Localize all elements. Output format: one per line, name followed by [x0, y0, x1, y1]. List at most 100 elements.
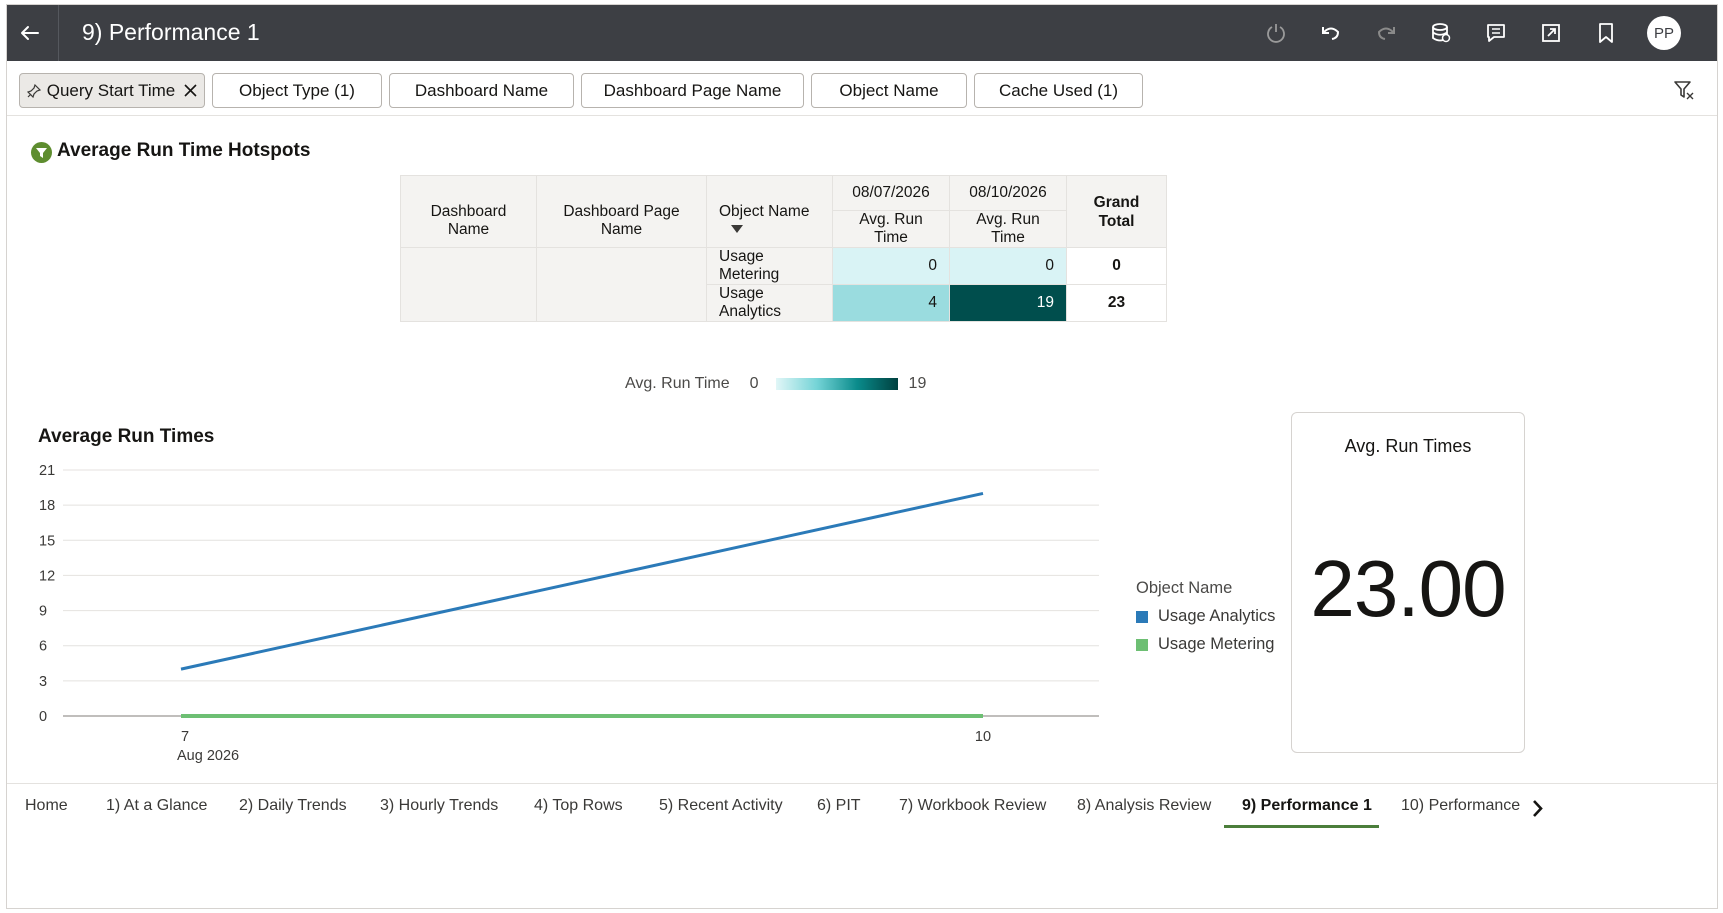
x-tick-label: 10 — [975, 729, 991, 745]
header-divider — [58, 5, 59, 61]
undo-icon — [1322, 27, 1340, 40]
hotspots-title: Average Run Time Hotspots — [57, 140, 311, 161]
bookmark-icon — [1599, 23, 1613, 43]
heat-legend-min: 0 — [749, 375, 759, 392]
col-header-object-name[interactable]: Object Name — [706, 175, 833, 248]
filter-cache-used[interactable]: Cache Used (1) — [974, 73, 1143, 108]
y-tick-label: 18 — [39, 498, 55, 514]
legend-title: Object Name — [1136, 579, 1233, 597]
export-button[interactable] — [1533, 15, 1569, 51]
filter-settings-button[interactable] — [1669, 75, 1699, 105]
tab-pit[interactable]: 6) PIT — [817, 797, 861, 814]
table-row: Usage Metering 0 0 0 — [400, 247, 1167, 322]
tab-top-rows[interactable]: 4) Top Rows — [534, 797, 623, 814]
row-dashboard-name-cell — [400, 247, 537, 322]
tab-recent-activity[interactable]: 5) Recent Activity — [659, 797, 783, 814]
table-row: Usage Analytics 4 19 23 — [401, 284, 1167, 322]
x-tick-label: 7 — [181, 729, 189, 745]
power-icon — [1267, 24, 1285, 43]
heat-cell[interactable]: 4 — [832, 284, 950, 322]
redo-icon — [1377, 27, 1395, 40]
col-header-date: 08/07/2026 — [832, 175, 950, 211]
heat-gradient-bar — [775, 378, 898, 390]
comment-icon — [1487, 24, 1505, 42]
filter-query-start-time[interactable]: Query Start Time — [19, 73, 205, 108]
chart-legend: Object Name Usage Analytics Usage Meteri… — [1136, 579, 1275, 654]
filter-applied-icon[interactable] — [31, 142, 52, 163]
tab-analysis-review[interactable]: 8) Analysis Review — [1077, 797, 1212, 814]
heat-legend-max: 19 — [908, 375, 927, 392]
chevron-right-icon — [1532, 799, 1543, 817]
legend-label: Usage Analytics — [1158, 607, 1276, 625]
grand-total-cell: 23 — [1066, 284, 1167, 322]
arrow-left-icon — [21, 26, 39, 40]
tab-at-a-glance[interactable]: 1) At a Glance — [106, 797, 208, 814]
heat-cell[interactable]: 0 — [832, 247, 950, 285]
y-tick-label: 3 — [39, 674, 47, 690]
page-title: 9) Performance 1 — [82, 19, 260, 45]
tab-workbook-review[interactable]: 7) Workbook Review — [899, 797, 1047, 814]
row-object-name: Usage Metering — [706, 247, 833, 285]
refresh-button[interactable] — [1258, 15, 1294, 51]
avatar[interactable]: PP — [1647, 16, 1681, 50]
filter-object-name[interactable]: Object Name — [811, 73, 967, 108]
col-header-label: Object Name — [719, 203, 810, 220]
legend-swatch — [1136, 638, 1148, 651]
y-tick-label: 21 — [39, 463, 55, 479]
col-header-dashboard-page-name[interactable]: Dashboard Page Name — [536, 175, 707, 248]
col-header-measure: Avg. Run Time — [832, 210, 950, 248]
filter-dashboard-name[interactable]: Dashboard Name — [389, 73, 574, 108]
database-icon — [1432, 23, 1451, 43]
col-header-date: 08/10/2026 — [949, 175, 1067, 211]
legend-item-usage-analytics[interactable]: Usage Analytics — [1136, 607, 1275, 626]
heat-color-legend: Avg. Run Time 0 19 — [625, 375, 926, 393]
y-tick-label: 12 — [39, 568, 55, 584]
kpi-label: Avg. Run Times — [1344, 436, 1472, 456]
col-header-measure: Avg. Run Time — [949, 210, 1067, 248]
tabs-next-button[interactable] — [1527, 796, 1547, 820]
header-bar: 9) Performance 1 PP — [7, 5, 1717, 61]
tab-hourly-trends[interactable]: 3) Hourly Trends — [380, 797, 499, 814]
filter-dashboard-page-name[interactable]: Dashboard Page Name — [581, 73, 804, 108]
bookmark-button[interactable] — [1588, 15, 1624, 51]
filter-label: Query Start Time — [46, 80, 176, 100]
tab-daily-trends[interactable]: 2) Daily Trends — [239, 797, 347, 814]
series-line-usage-analytics[interactable] — [180, 491, 984, 671]
back-button[interactable] — [7, 5, 53, 61]
y-tick-label: 0 — [39, 709, 47, 725]
row-dashboard-page-cell — [536, 247, 707, 322]
page-tabs: Home 1) At a Glance 2) Daily Trends 3) H… — [7, 783, 1717, 828]
tab-performance-1[interactable]: 9) Performance 1 — [1242, 797, 1372, 814]
close-icon[interactable] — [184, 84, 197, 97]
kpi-card[interactable]: Avg. Run Times 23.00 — [1291, 412, 1525, 753]
filter-bar: Query Start Time Object Type (1) Dashboa… — [7, 61, 1717, 116]
sort-desc-icon[interactable] — [731, 225, 743, 234]
tab-home[interactable]: Home — [25, 797, 68, 814]
hotspots-pivot-table: Dashboard Name Dashboard Page Name Objec… — [400, 175, 1167, 322]
col-header-dashboard-name[interactable]: Dashboard Name — [400, 175, 537, 248]
heat-legend-label: Avg. Run Time — [625, 375, 730, 392]
header-actions: PP — [1258, 15, 1681, 51]
redo-button[interactable] — [1368, 15, 1404, 51]
line-chart-title: Average Run Times — [38, 426, 215, 447]
legend-swatch — [1136, 610, 1148, 623]
y-tick-label: 15 — [39, 533, 55, 549]
col-header-grand-total: Grand Total — [1066, 175, 1167, 248]
y-tick-label: 9 — [39, 604, 47, 620]
pin-icon — [26, 83, 41, 98]
dashboard-frame: 9) Performance 1 PP — [6, 4, 1718, 909]
heat-cell[interactable]: 19 — [949, 284, 1067, 322]
tab-performance-2[interactable]: 10) Performance 2 — [1401, 797, 1523, 814]
filter-object-type[interactable]: Object Type (1) — [212, 73, 382, 108]
x-subtick-label: Aug 2026 — [177, 748, 239, 764]
legend-item-usage-metering[interactable]: Usage Metering — [1136, 635, 1275, 654]
undo-button[interactable] — [1313, 15, 1349, 51]
comments-button[interactable] — [1478, 15, 1514, 51]
legend-label: Usage Metering — [1158, 635, 1275, 653]
y-tick-label: 6 — [39, 639, 47, 655]
data-button[interactable] — [1423, 15, 1459, 51]
filter-funnel-icon — [1674, 81, 1694, 100]
grand-total-cell: 0 — [1066, 247, 1167, 285]
heat-cell[interactable]: 0 — [949, 247, 1067, 285]
export-icon — [1542, 24, 1560, 42]
